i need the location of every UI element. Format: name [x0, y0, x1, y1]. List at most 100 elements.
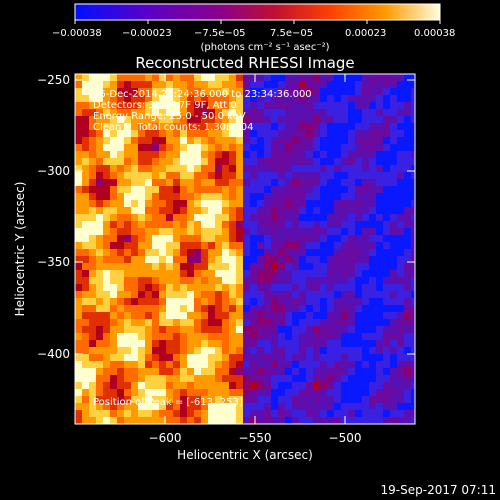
image-pixel [166, 207, 174, 215]
image-pixel [369, 214, 377, 222]
image-pixel [89, 214, 97, 222]
image-pixel [124, 130, 132, 138]
image-pixel [362, 256, 370, 264]
image-pixel [236, 263, 244, 271]
image-pixel [201, 137, 209, 145]
image-pixel [89, 340, 97, 348]
image-pixel [103, 256, 111, 264]
image-pixel [173, 116, 181, 124]
image-pixel [208, 382, 216, 390]
image-pixel [145, 207, 153, 215]
image-pixel [89, 81, 97, 89]
image-pixel [89, 263, 97, 271]
image-pixel [215, 403, 223, 411]
image-pixel [397, 256, 405, 264]
image-pixel [383, 144, 391, 152]
image-pixel [159, 130, 167, 138]
image-pixel [306, 354, 314, 362]
image-pixel [355, 221, 363, 229]
image-pixel [215, 109, 223, 117]
image-pixel [355, 158, 363, 166]
image-pixel [348, 354, 356, 362]
image-pixel [404, 235, 412, 243]
image-pixel [390, 144, 398, 152]
image-pixel [264, 193, 272, 201]
image-pixel [131, 242, 139, 250]
image-pixel [306, 291, 314, 299]
image-pixel [313, 165, 321, 173]
image-pixel [236, 291, 244, 299]
colorbar-tick-label: 7.5e−05 [270, 28, 313, 39]
image-pixel [355, 165, 363, 173]
image-pixel [341, 228, 349, 236]
image-pixel [131, 74, 139, 82]
image-pixel [159, 319, 167, 327]
image-pixel [264, 165, 272, 173]
image-pixel [236, 186, 244, 194]
image-pixel [110, 270, 118, 278]
image-pixel [103, 88, 111, 96]
image-pixel [103, 130, 111, 138]
image-pixel [159, 165, 167, 173]
image-pixel [124, 375, 132, 383]
image-pixel [271, 375, 279, 383]
image-pixel [383, 242, 391, 250]
image-pixel [124, 361, 132, 369]
image-pixel [222, 410, 230, 418]
image-pixel [355, 340, 363, 348]
image-pixel [334, 368, 342, 376]
image-pixel [404, 207, 412, 215]
image-pixel [348, 305, 356, 313]
image-pixel [390, 235, 398, 243]
image-pixel [229, 81, 237, 89]
image-pixel [250, 361, 258, 369]
image-pixel [96, 305, 104, 313]
image-pixel [334, 382, 342, 390]
image-pixel [159, 396, 167, 404]
image-pixel [243, 270, 251, 278]
image-pixel [271, 207, 279, 215]
image-pixel [166, 172, 174, 180]
info-time-range: 26-Dec-2014 23:24:36.000 to 23:34:36.000 [93, 89, 312, 100]
image-pixel [278, 340, 286, 348]
image-pixel [362, 403, 370, 411]
image-pixel [411, 74, 415, 82]
image-pixel [292, 340, 300, 348]
image-pixel [404, 340, 412, 348]
image-pixel [327, 123, 335, 131]
image-pixel [166, 256, 174, 264]
image-pixel [96, 326, 104, 334]
image-pixel [257, 291, 265, 299]
image-pixel [271, 410, 279, 418]
image-pixel [278, 88, 286, 96]
image-pixel [250, 312, 258, 320]
image-pixel [334, 144, 342, 152]
image-pixel [278, 375, 286, 383]
image-pixel [201, 144, 209, 152]
image-pixel [285, 228, 293, 236]
image-pixel [201, 95, 209, 103]
image-pixel [236, 277, 244, 285]
image-pixel [327, 347, 335, 355]
image-pixel [390, 193, 398, 201]
image-pixel [306, 95, 314, 103]
image-pixel [110, 102, 118, 110]
image-pixel [285, 123, 293, 131]
image-pixel [215, 270, 223, 278]
image-pixel [131, 403, 139, 411]
image-pixel [306, 88, 314, 96]
image-pixel [313, 249, 321, 257]
image-pixel [103, 410, 111, 418]
image-pixel [187, 116, 195, 124]
image-pixel [271, 340, 279, 348]
image-pixel [376, 305, 384, 313]
image-pixel [355, 291, 363, 299]
image-pixel [145, 375, 153, 383]
image-pixel [334, 340, 342, 348]
image-pixel [313, 242, 321, 250]
y-tick-label: −350 [37, 255, 70, 269]
image-pixel [334, 263, 342, 271]
image-pixel [264, 354, 272, 362]
image-pixel [159, 144, 167, 152]
image-pixel [362, 158, 370, 166]
